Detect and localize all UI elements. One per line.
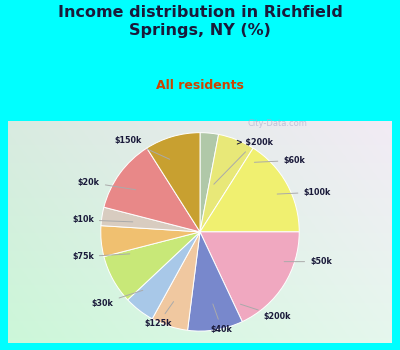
Wedge shape <box>152 232 200 330</box>
Text: Income distribution in Richfield
Springs, NY (%): Income distribution in Richfield Springs… <box>58 5 342 38</box>
Text: $60k: $60k <box>254 156 305 165</box>
Text: $75k: $75k <box>72 252 130 261</box>
Text: $100k: $100k <box>277 188 331 197</box>
Text: > $200k: > $200k <box>214 138 273 184</box>
Wedge shape <box>128 232 200 319</box>
Text: $125k: $125k <box>144 302 174 328</box>
Wedge shape <box>200 232 299 322</box>
Wedge shape <box>200 133 218 232</box>
Text: All residents: All residents <box>156 79 244 92</box>
Wedge shape <box>188 232 242 331</box>
Text: $40k: $40k <box>211 304 233 334</box>
Text: $30k: $30k <box>92 290 143 308</box>
Text: $10k: $10k <box>72 216 133 224</box>
Wedge shape <box>104 148 200 232</box>
Text: $200k: $200k <box>240 304 291 321</box>
Text: $20k: $20k <box>78 178 136 190</box>
Text: $50k: $50k <box>284 257 332 266</box>
Wedge shape <box>147 133 200 232</box>
Wedge shape <box>200 134 253 232</box>
Wedge shape <box>104 232 200 300</box>
Text: $150k: $150k <box>115 136 170 159</box>
Wedge shape <box>200 148 299 232</box>
Wedge shape <box>101 207 200 232</box>
Text: City-Data.com: City-Data.com <box>248 119 308 128</box>
Wedge shape <box>101 226 200 257</box>
